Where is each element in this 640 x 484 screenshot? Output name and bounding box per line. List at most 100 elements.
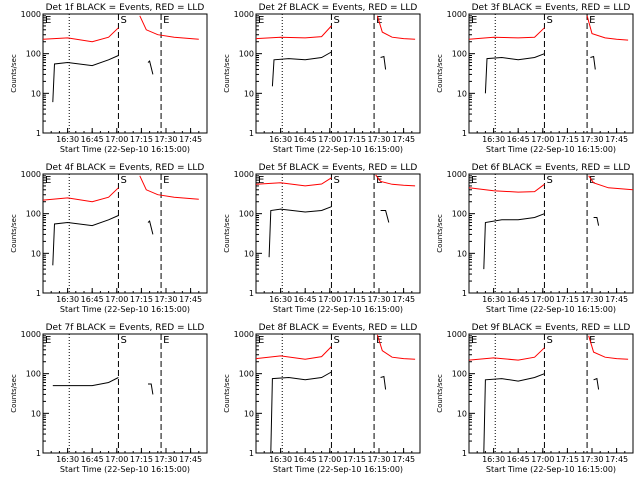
series-line (469, 27, 545, 40)
segment-marker-label: S (546, 15, 552, 26)
y-tick-label: 1 (249, 449, 254, 458)
y-tick-label: 1000 (234, 10, 254, 19)
y-tick-label: 1000 (21, 330, 41, 339)
x-tick-label: 17:30 (367, 135, 390, 144)
segment-marker-label: E (163, 335, 169, 346)
series-group (52, 377, 154, 395)
series-line (52, 215, 119, 266)
y-tick-label: 1 (462, 129, 467, 138)
y-axis-label: Counts/sec (10, 54, 18, 93)
plot-frame (468, 173, 634, 294)
y-axis-label: Counts/sec (436, 214, 444, 253)
x-tick-label: 17:15 (130, 455, 153, 464)
chart-title: Det 2f BLACK = Events, RED = LLD (259, 3, 418, 13)
series-line (271, 51, 332, 87)
y-tick-label: 1 (36, 289, 41, 298)
x-tick-label: 17:15 (130, 295, 153, 304)
series-line (147, 220, 154, 235)
series-line (469, 183, 545, 193)
x-tick-label: 17:45 (605, 135, 628, 144)
y-tick-label: 10 (457, 249, 467, 258)
x-tick-label: 16:30 (269, 455, 292, 464)
series-line (376, 15, 416, 40)
y-axis-label: Counts/sec (436, 54, 444, 93)
chart-panel: Det 6f BLACK = Events, RED = LLD E S E 1 10 10… (426, 160, 639, 320)
y-tick-label: 1000 (234, 170, 254, 179)
series-line (483, 373, 545, 453)
chart-panel: Det 3f BLACK = Events, RED = LLD E S E 1 10 10… (426, 0, 639, 160)
x-tick-label: 17:00 (105, 135, 128, 144)
x-tick-label: 16:45 (294, 455, 317, 464)
y-tick-label: 100 (452, 210, 467, 219)
series-line (256, 25, 332, 40)
x-tick-label: 17:00 (318, 295, 341, 304)
chart-svg: Det 4f BLACK = Events, RED = LLD E S E 1 10 10… (10, 163, 208, 314)
series-line (43, 187, 119, 203)
plot-frame (255, 173, 421, 294)
x-tick-label: 17:45 (179, 295, 202, 304)
segment-marker-label: E (471, 335, 477, 346)
series-line (593, 217, 600, 226)
chart-title: Det 8f BLACK = Events, RED = LLD (259, 323, 418, 333)
segment-marker-label: E (45, 175, 51, 186)
y-tick-label: 100 (26, 210, 41, 219)
x-tick-label: 17:30 (367, 455, 390, 464)
plot-frame (42, 333, 208, 454)
series-group (469, 15, 629, 94)
y-axis-label: Counts/sec (10, 214, 18, 253)
y-tick-label: 10 (244, 89, 254, 98)
y-tick-label: 1 (36, 449, 41, 458)
segment-marker-label: E (45, 15, 51, 26)
y-axis-label: Counts/sec (223, 214, 231, 253)
x-tick-label: 17:15 (343, 455, 366, 464)
plot-frame (468, 333, 634, 454)
series-line (268, 206, 332, 258)
series-line (43, 27, 119, 43)
x-tick-label: 16:30 (56, 295, 79, 304)
plot-frame (468, 13, 634, 134)
y-axis-label: Counts/sec (223, 54, 231, 93)
chart-panel: Det 7f BLACK = Events, RED = LLD E S E 1 10 10… (0, 320, 213, 480)
x-axis-label: Start Time (22-Sep-10 16:15:00) (486, 305, 616, 314)
x-tick-label: 17:00 (318, 135, 341, 144)
x-axis-label: Start Time (22-Sep-10 16:15:00) (60, 305, 190, 314)
series-line (52, 377, 119, 387)
y-tick-label: 100 (26, 370, 41, 379)
y-tick-label: 10 (31, 89, 41, 98)
segment-marker-label: E (471, 175, 477, 186)
y-tick-label: 1 (462, 449, 467, 458)
x-tick-label: 17:00 (531, 135, 554, 144)
series-group (256, 174, 416, 258)
chart-svg: Det 9f BLACK = Events, RED = LLD E S E 1 10 10… (436, 323, 634, 474)
series-line (593, 377, 600, 390)
chart-title: Det 6f BLACK = Events, RED = LLD (472, 163, 631, 173)
chart-panel: Det 1f BLACK = Events, RED = LLD E S E 1 10 10… (0, 0, 213, 160)
segment-marker-label: S (546, 335, 552, 346)
series-line (483, 213, 545, 270)
x-tick-label: 17:45 (179, 135, 202, 144)
chart-panel: Det 9f BLACK = Events, RED = LLD E S E 1 10 10… (426, 320, 639, 480)
y-axis-label: Counts/sec (436, 374, 444, 413)
chart-svg: Det 1f BLACK = Events, RED = LLD E S E 1 10 10… (10, 3, 208, 154)
series-line (148, 383, 154, 395)
x-tick-label: 16:45 (294, 135, 317, 144)
x-tick-label: 17:45 (605, 455, 628, 464)
x-tick-label: 17:15 (556, 455, 579, 464)
x-tick-label: 17:30 (154, 295, 177, 304)
x-tick-label: 16:45 (81, 295, 104, 304)
segment-marker-label: E (258, 175, 264, 186)
x-tick-label: 16:30 (56, 135, 79, 144)
y-tick-label: 100 (26, 50, 41, 59)
chart-title: Det 4f BLACK = Events, RED = LLD (46, 163, 205, 173)
x-tick-label: 17:45 (392, 455, 415, 464)
series-line (256, 177, 332, 187)
x-axis-label: Start Time (22-Sep-10 16:15:00) (60, 465, 190, 474)
y-tick-label: 1000 (447, 170, 467, 179)
y-tick-label: 10 (457, 409, 467, 418)
y-tick-label: 100 (452, 370, 467, 379)
segment-marker-label: S (120, 335, 126, 346)
x-tick-label: 17:00 (105, 455, 128, 464)
